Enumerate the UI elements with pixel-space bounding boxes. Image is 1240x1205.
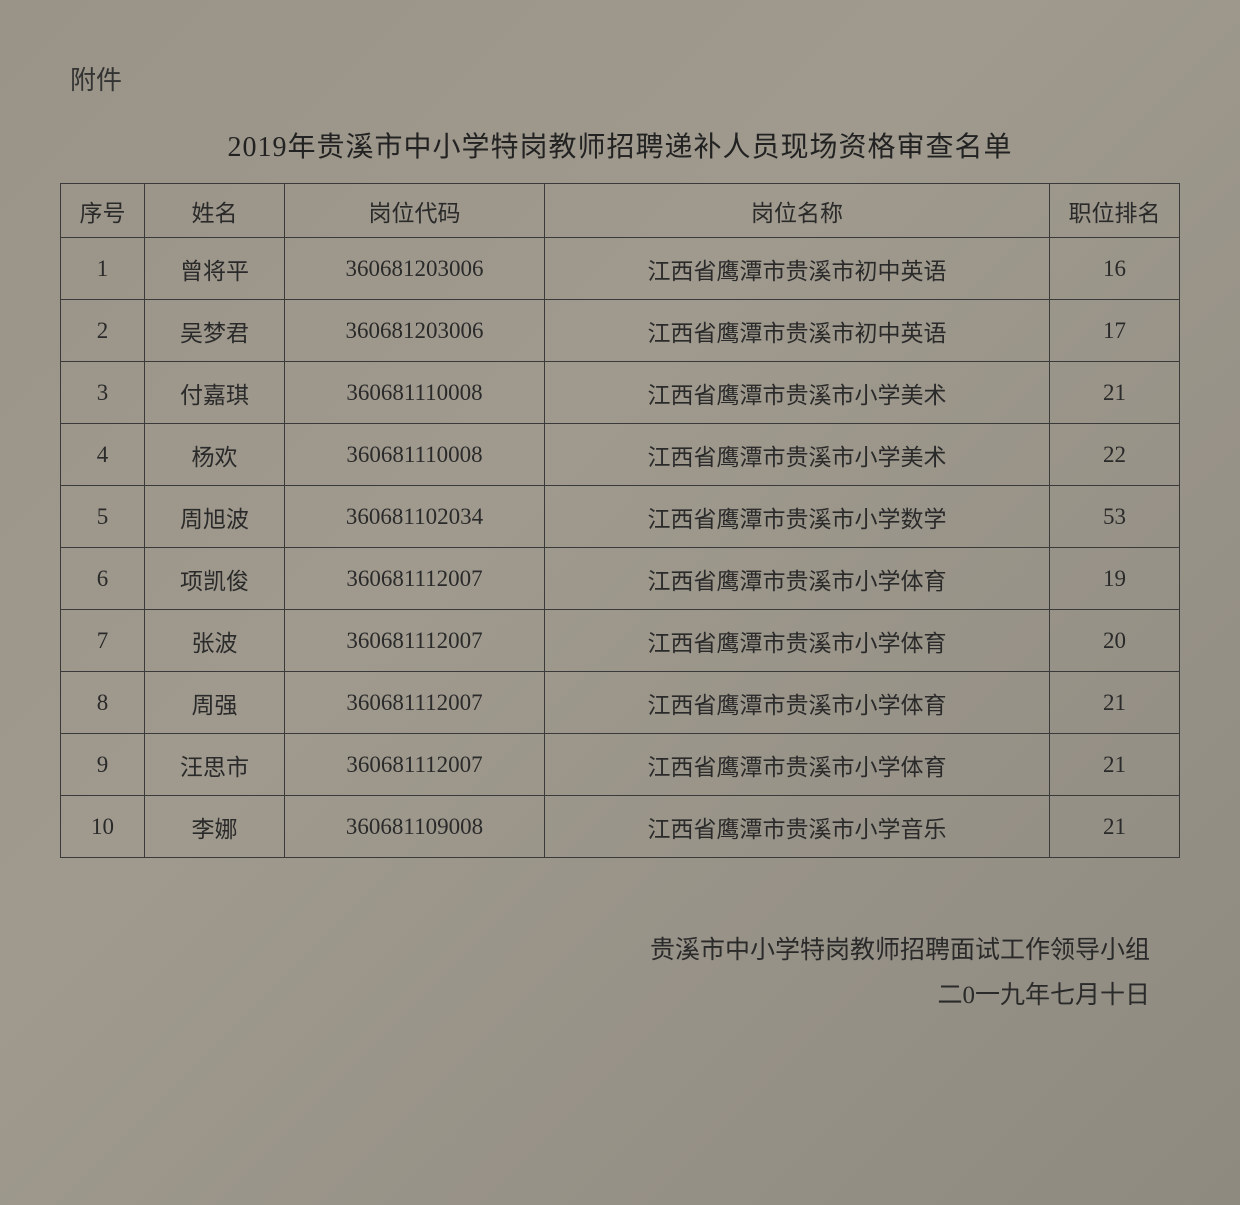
cell-name: 曾将平 xyxy=(145,238,285,300)
cell-name: 杨欢 xyxy=(145,424,285,486)
cell-code: 360681110008 xyxy=(285,424,545,486)
table-row: 5 周旭波 360681102034 江西省鹰潭市贵溪市小学数学 53 xyxy=(61,486,1180,548)
table-row: 9 汪思市 360681112007 江西省鹰潭市贵溪市小学体育 21 xyxy=(61,734,1180,796)
cell-position: 江西省鹰潭市贵溪市小学体育 xyxy=(545,610,1050,672)
cell-position: 江西省鹰潭市贵溪市小学体育 xyxy=(545,548,1050,610)
cell-seq: 7 xyxy=(61,610,145,672)
cell-rank: 19 xyxy=(1050,548,1180,610)
cell-position: 江西省鹰潭市贵溪市小学体育 xyxy=(545,672,1050,734)
col-header-name: 姓名 xyxy=(145,184,285,238)
cell-position: 江西省鹰潭市贵溪市初中英语 xyxy=(545,300,1050,362)
cell-position: 江西省鹰潭市贵溪市小学美术 xyxy=(545,424,1050,486)
cell-name: 张波 xyxy=(145,610,285,672)
cell-position: 江西省鹰潭市贵溪市小学数学 xyxy=(545,486,1050,548)
document-page: 附件 2019年贵溪市中小学特岗教师招聘递补人员现场资格审查名单 序号 姓名 岗… xyxy=(60,60,1180,1018)
cell-name: 李娜 xyxy=(145,796,285,858)
table-row: 2 吴梦君 360681203006 江西省鹰潭市贵溪市初中英语 17 xyxy=(61,300,1180,362)
col-header-rank: 职位排名 xyxy=(1050,184,1180,238)
cell-name: 付嘉琪 xyxy=(145,362,285,424)
cell-position: 江西省鹰潭市贵溪市小学音乐 xyxy=(545,796,1050,858)
document-footer: 贵溪市中小学特岗教师招聘面试工作领导小组 二0一九年七月十日 xyxy=(60,928,1180,1018)
col-header-seq: 序号 xyxy=(61,184,145,238)
cell-code: 360681112007 xyxy=(285,672,545,734)
cell-seq: 1 xyxy=(61,238,145,300)
cell-seq: 2 xyxy=(61,300,145,362)
cell-seq: 9 xyxy=(61,734,145,796)
cell-rank: 22 xyxy=(1050,424,1180,486)
col-header-position: 岗位名称 xyxy=(545,184,1050,238)
cell-rank: 17 xyxy=(1050,300,1180,362)
cell-seq: 3 xyxy=(61,362,145,424)
page-title: 2019年贵溪市中小学特岗教师招聘递补人员现场资格审查名单 xyxy=(60,125,1180,165)
cell-seq: 4 xyxy=(61,424,145,486)
cell-seq: 6 xyxy=(61,548,145,610)
cell-position: 江西省鹰潭市贵溪市小学美术 xyxy=(545,362,1050,424)
cell-name: 汪思市 xyxy=(145,734,285,796)
cell-code: 360681109008 xyxy=(285,796,545,858)
attachment-label: 附件 xyxy=(70,60,1180,97)
cell-rank: 21 xyxy=(1050,796,1180,858)
cell-rank: 20 xyxy=(1050,610,1180,672)
col-header-code: 岗位代码 xyxy=(285,184,545,238)
table-row: 7 张波 360681112007 江西省鹰潭市贵溪市小学体育 20 xyxy=(61,610,1180,672)
table-body: 1 曾将平 360681203006 江西省鹰潭市贵溪市初中英语 16 2 吴梦… xyxy=(61,238,1180,858)
cell-name: 吴梦君 xyxy=(145,300,285,362)
table-row: 1 曾将平 360681203006 江西省鹰潭市贵溪市初中英语 16 xyxy=(61,238,1180,300)
cell-rank: 21 xyxy=(1050,362,1180,424)
footer-org: 贵溪市中小学特岗教师招聘面试工作领导小组 xyxy=(60,928,1150,973)
table-row: 4 杨欢 360681110008 江西省鹰潭市贵溪市小学美术 22 xyxy=(61,424,1180,486)
cell-rank: 16 xyxy=(1050,238,1180,300)
cell-name: 周强 xyxy=(145,672,285,734)
cell-code: 360681102034 xyxy=(285,486,545,548)
cell-rank: 21 xyxy=(1050,672,1180,734)
cell-seq: 8 xyxy=(61,672,145,734)
cell-code: 360681112007 xyxy=(285,734,545,796)
cell-code: 360681110008 xyxy=(285,362,545,424)
cell-code: 360681112007 xyxy=(285,610,545,672)
cell-seq: 5 xyxy=(61,486,145,548)
cell-position: 江西省鹰潭市贵溪市初中英语 xyxy=(545,238,1050,300)
cell-rank: 53 xyxy=(1050,486,1180,548)
cell-rank: 21 xyxy=(1050,734,1180,796)
table-row: 3 付嘉琪 360681110008 江西省鹰潭市贵溪市小学美术 21 xyxy=(61,362,1180,424)
cell-code: 360681112007 xyxy=(285,548,545,610)
cell-name: 项凯俊 xyxy=(145,548,285,610)
cell-position: 江西省鹰潭市贵溪市小学体育 xyxy=(545,734,1050,796)
table-row: 8 周强 360681112007 江西省鹰潭市贵溪市小学体育 21 xyxy=(61,672,1180,734)
cell-code: 360681203006 xyxy=(285,300,545,362)
table-row: 10 李娜 360681109008 江西省鹰潭市贵溪市小学音乐 21 xyxy=(61,796,1180,858)
cell-seq: 10 xyxy=(61,796,145,858)
table-header-row: 序号 姓名 岗位代码 岗位名称 职位排名 xyxy=(61,184,1180,238)
table-row: 6 项凯俊 360681112007 江西省鹰潭市贵溪市小学体育 19 xyxy=(61,548,1180,610)
cell-name: 周旭波 xyxy=(145,486,285,548)
footer-date: 二0一九年七月十日 xyxy=(60,973,1150,1018)
roster-table: 序号 姓名 岗位代码 岗位名称 职位排名 1 曾将平 360681203006 … xyxy=(60,183,1180,858)
cell-code: 360681203006 xyxy=(285,238,545,300)
